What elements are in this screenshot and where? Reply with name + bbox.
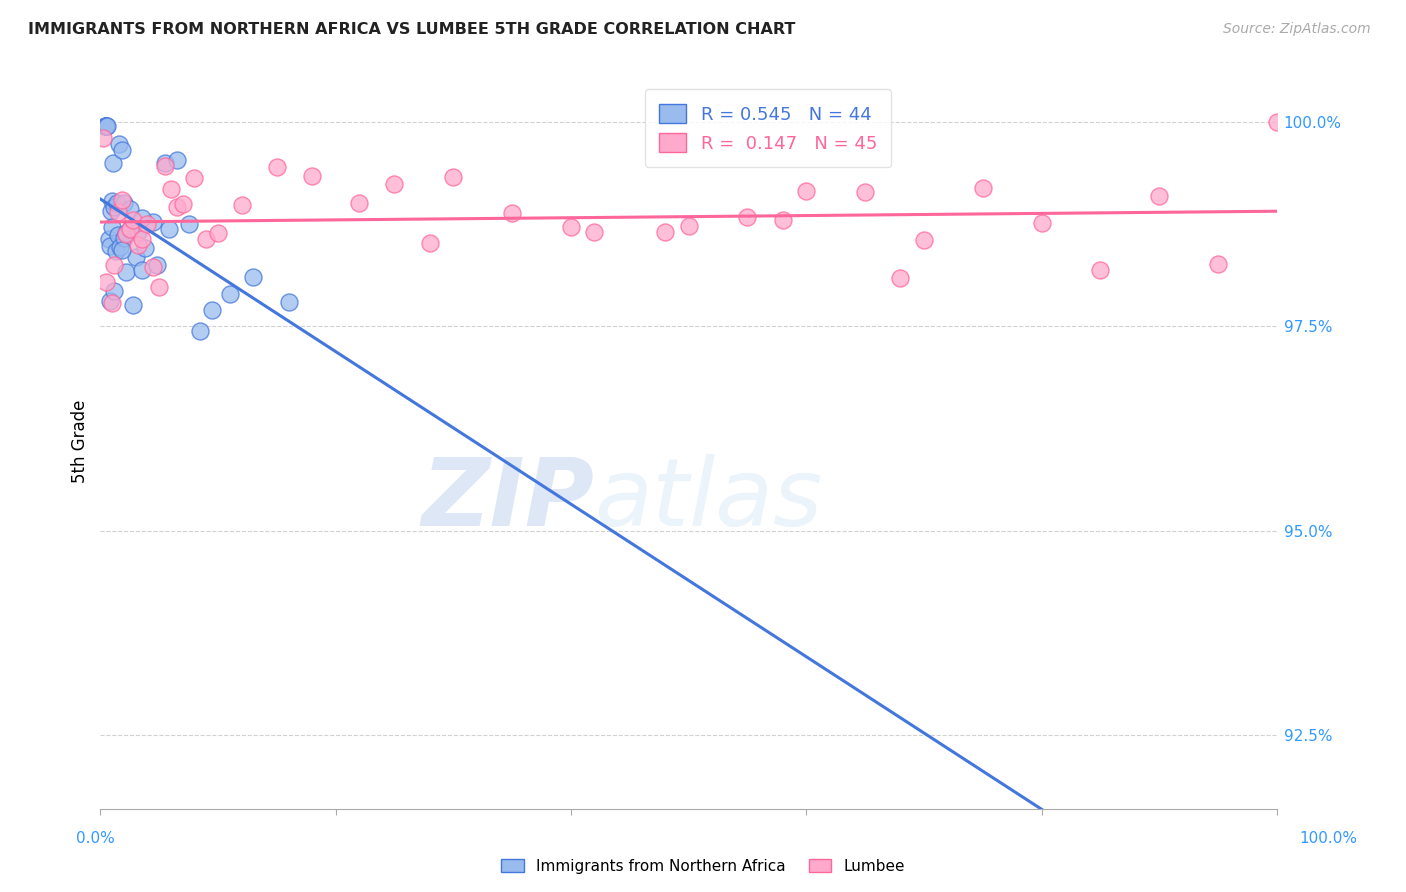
Point [384, 177, 406, 191]
Point [157, 221, 180, 235]
Point [103, 156, 125, 170]
Point [1265, 115, 1288, 129]
Point [794, 185, 817, 199]
Point [131, 231, 153, 245]
Point [1206, 257, 1229, 271]
Y-axis label: 5th Grade: 5th Grade [72, 400, 89, 483]
Point [98, 294, 121, 309]
Point [166, 201, 188, 215]
Point [1031, 216, 1053, 230]
Point [122, 297, 145, 311]
Point [231, 198, 253, 212]
Point [678, 219, 700, 234]
Point [98, 239, 121, 253]
Point [172, 197, 194, 211]
Point [97, 232, 120, 246]
Point [218, 286, 240, 301]
Point [277, 295, 299, 310]
Point [131, 211, 153, 225]
Point [100, 203, 122, 218]
Point [103, 200, 125, 214]
Point [127, 238, 149, 252]
Point [160, 182, 183, 196]
Point [654, 225, 676, 239]
Point [94, 119, 117, 133]
Point [103, 258, 125, 272]
Point [118, 202, 141, 216]
Point [912, 233, 935, 247]
Text: 100.0%: 100.0% [1299, 831, 1358, 846]
Point [347, 196, 370, 211]
Text: Source: ZipAtlas.com: Source: ZipAtlas.com [1223, 22, 1371, 37]
Point [148, 279, 170, 293]
Point [972, 180, 994, 194]
Point [560, 219, 582, 234]
Legend: Immigrants from Northern Africa, Lumbee: Immigrants from Northern Africa, Lumbee [495, 853, 911, 880]
Point [118, 222, 141, 236]
Point [183, 170, 205, 185]
Point [266, 160, 288, 174]
Point [96, 119, 118, 133]
Point [188, 324, 211, 338]
Text: atlas: atlas [595, 454, 823, 545]
Point [112, 231, 135, 245]
Point [118, 221, 141, 235]
Point [131, 263, 153, 277]
Text: ZIP: ZIP [422, 454, 595, 546]
Point [142, 260, 165, 274]
Text: IMMIGRANTS FROM NORTHERN AFRICA VS LUMBEE 5TH GRADE CORRELATION CHART: IMMIGRANTS FROM NORTHERN AFRICA VS LUMBE… [28, 22, 796, 37]
Point [242, 270, 264, 285]
Point [115, 227, 138, 241]
Point [107, 227, 129, 242]
Point [104, 244, 127, 258]
Point [96, 275, 118, 289]
Point [101, 296, 124, 310]
Point [583, 225, 606, 239]
Point [146, 258, 169, 272]
Point [153, 160, 176, 174]
Point [301, 169, 323, 183]
Point [153, 156, 176, 170]
Point [96, 119, 118, 133]
Point [419, 235, 441, 250]
Point [105, 195, 128, 210]
Point [195, 231, 218, 245]
Point [108, 136, 131, 151]
Point [96, 119, 118, 133]
Point [122, 213, 145, 227]
Point [889, 271, 911, 285]
Point [112, 196, 135, 211]
Point [441, 170, 464, 185]
Legend: R = 0.545   N = 44, R =  0.147   N = 45: R = 0.545 N = 44, R = 0.147 N = 45 [644, 89, 891, 167]
Point [142, 215, 165, 229]
Point [110, 240, 132, 254]
Point [96, 119, 118, 133]
Point [115, 265, 138, 279]
Point [115, 226, 138, 240]
Point [101, 194, 124, 208]
Point [501, 205, 523, 219]
Point [110, 193, 132, 207]
Point [201, 303, 224, 318]
Point [91, 131, 114, 145]
Point [134, 241, 156, 255]
Point [107, 205, 129, 219]
Point [1090, 263, 1112, 277]
Point [110, 143, 132, 157]
Point [101, 220, 124, 235]
Point [737, 210, 759, 224]
Point [127, 225, 149, 239]
Point [124, 251, 146, 265]
Point [110, 243, 132, 257]
Point [1147, 188, 1170, 202]
Point [207, 227, 229, 241]
Point [853, 185, 876, 199]
Point [772, 212, 794, 227]
Point [136, 218, 159, 232]
Point [166, 153, 188, 168]
Point [177, 217, 200, 231]
Text: 0.0%: 0.0% [76, 831, 115, 846]
Point [103, 284, 125, 298]
